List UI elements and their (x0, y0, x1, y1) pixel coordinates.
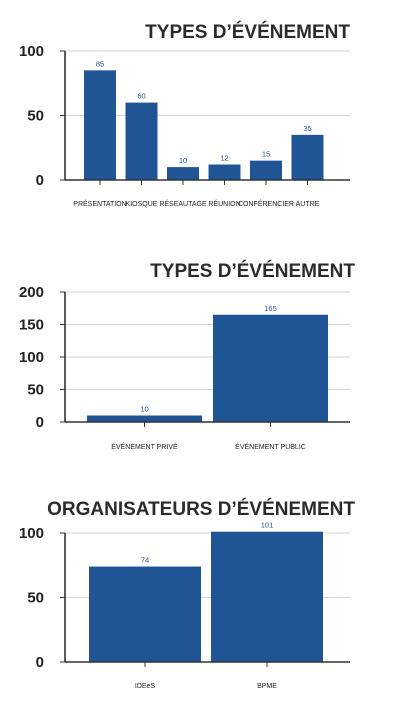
chart-title: TYPES D’ÉVÉNEMENT (150, 260, 355, 282)
y-tick-label: 50 (27, 108, 44, 125)
chart-3: ORGANISATEURS D’ÉVÉNEMENT 0 50 100 74 IDEeS 10… (19, 498, 355, 690)
x-tick-label: KIOSQUE (126, 201, 158, 208)
data-label: 35 (303, 124, 311, 133)
y-tick-label: 100 (19, 349, 44, 366)
x-tick-label: AUTRE (296, 201, 320, 208)
data-label: 12 (220, 154, 228, 163)
data-label: 101 (261, 521, 274, 530)
x-tick-label: CONFÉRENCIER (238, 199, 294, 208)
bar (211, 531, 323, 662)
y-tick-label: 0 (36, 414, 44, 431)
y-tick-label: 100 (19, 525, 44, 542)
data-label: 10 (140, 405, 148, 414)
y-tick-label: 50 (27, 590, 44, 607)
bar (87, 415, 202, 422)
chart-2: TYPES D’ÉVÉNEMENT 0 50 100 150 200 10 ÉVÉNEMENT… (19, 260, 355, 451)
chart-title: TYPES D’ÉVÉNEMENT (145, 21, 350, 43)
x-tick-label: PRÉSENTATION (73, 199, 126, 208)
y-tick-label: 50 (27, 382, 44, 399)
chart-title: ORGANISATEURS D’ÉVÉNEMENT (47, 498, 355, 520)
bar (213, 314, 328, 422)
chart-1: TYPES D’ÉVÉNEMENT 0 50 100 85 PRÉSENTATION 60 K… (19, 21, 350, 208)
x-tick-label: BPME (257, 683, 277, 690)
bar (250, 160, 282, 180)
x-tick-label: ÉVÉNEMENT PRIVÉ (111, 442, 178, 451)
data-label: 165 (264, 304, 277, 313)
bar (125, 102, 158, 180)
data-label: 85 (96, 59, 104, 68)
x-tick-label: RÉUNION (208, 199, 240, 208)
data-label: 15 (262, 150, 270, 159)
y-tick-label: 150 (19, 317, 44, 334)
bar (89, 566, 201, 662)
y-tick-label: 0 (36, 172, 44, 189)
bar (167, 167, 199, 180)
data-label: 74 (141, 556, 149, 565)
data-label: 60 (137, 92, 145, 101)
bar (291, 134, 324, 180)
data-label: 10 (179, 156, 187, 165)
x-tick-label: IDEeS (135, 683, 156, 690)
x-tick-label: ÉVÉNEMENT PUBLIC (235, 442, 306, 451)
y-tick-label: 0 (36, 654, 44, 671)
bar (208, 164, 241, 180)
x-tick-label: RÉSEAUTAGE (159, 199, 207, 208)
y-tick-label: 200 (19, 284, 44, 301)
y-tick-label: 100 (19, 43, 44, 60)
bar (84, 70, 116, 180)
